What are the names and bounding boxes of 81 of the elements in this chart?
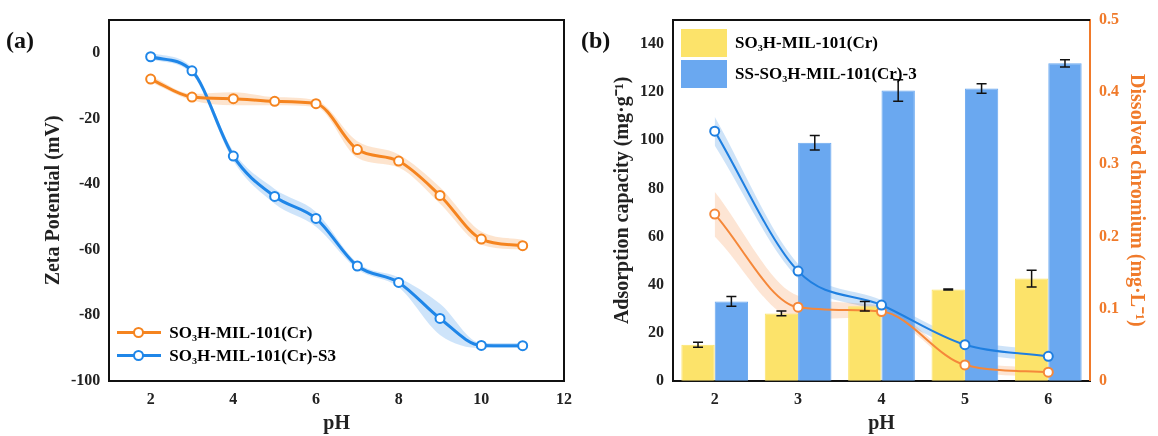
point — [1042, 366, 1054, 378]
point — [959, 339, 971, 351]
y-tick-label: -60 — [79, 239, 101, 257]
legend-label: SO₃H-MIL-101(Cr) — [169, 322, 313, 343]
x-tick-label: 3 — [794, 389, 803, 407]
x-tick-label: 2 — [146, 389, 155, 407]
bar — [1048, 63, 1082, 381]
x-tick-label: 2 — [710, 389, 719, 407]
bar — [798, 142, 832, 381]
bar — [881, 90, 915, 381]
point — [434, 312, 446, 324]
bar — [1014, 278, 1049, 381]
x-tick-label: 10 — [473, 389, 490, 407]
x-tick-label: 6 — [312, 389, 320, 407]
y-tick-label: 60 — [648, 226, 664, 244]
x-tick-label: 12 — [556, 389, 572, 407]
y-tick-label: -80 — [79, 305, 101, 323]
y2-tick-label: 0.3 — [1099, 154, 1119, 172]
y-tick-label: -40 — [79, 174, 101, 192]
x-tick-label: 4 — [877, 389, 886, 407]
point — [959, 359, 971, 371]
point — [393, 155, 405, 167]
x-axis-title: pH — [868, 411, 896, 435]
point — [227, 150, 239, 162]
y-tick-label: 100 — [640, 130, 664, 148]
point — [1042, 350, 1054, 362]
y-tick-label: 20 — [648, 322, 664, 340]
point — [709, 125, 721, 137]
bar — [964, 88, 999, 381]
bar — [931, 289, 965, 381]
point — [351, 260, 363, 272]
y2-tick-label: 0.1 — [1099, 298, 1119, 316]
y-axis-title: Zeta Potential (mV) — [41, 115, 65, 286]
x-tick-label: 5 — [960, 389, 969, 407]
y-tick-label: 0 — [92, 42, 101, 60]
x-axis-title: pH — [323, 411, 351, 435]
point — [434, 189, 446, 201]
y-tick-label: 80 — [648, 178, 664, 196]
y2-tick-label: 0 — [1099, 370, 1107, 388]
y2-axis-title: Dissolved chromium (mg·L⁻¹) — [1125, 74, 1149, 327]
x-tick-label: 8 — [394, 389, 403, 407]
text: (a) — [6, 27, 34, 54]
bar — [714, 301, 749, 381]
point — [145, 73, 157, 85]
text: (b) — [581, 27, 611, 54]
point — [145, 51, 157, 63]
point — [310, 98, 322, 110]
point — [269, 95, 281, 107]
x-tick-label: 6 — [1044, 389, 1053, 407]
point — [227, 93, 239, 105]
y-axis-title: Adsorption capacity (mg·g⁻¹) — [610, 76, 634, 325]
point — [475, 233, 487, 245]
legend-label: SO₃H-MIL-101(Cr) — [735, 33, 878, 53]
legend-label: SS-SO₃H-MIL-101(Cr)-3 — [735, 64, 917, 84]
point — [475, 339, 487, 351]
point — [393, 276, 405, 288]
legend-label: SO₃H-MIL-101(Cr)-S3 — [169, 345, 336, 366]
point — [876, 299, 887, 311]
x-tick-label: 4 — [229, 389, 238, 407]
y2-tick-label: 0.2 — [1099, 226, 1119, 244]
point — [351, 144, 363, 156]
point — [792, 301, 804, 313]
y2-tick-label: 0.4 — [1099, 82, 1119, 100]
y-tick-label: -20 — [79, 108, 101, 126]
point — [709, 208, 721, 220]
y-tick-label: -100 — [71, 370, 101, 388]
y-tick-label: 120 — [640, 82, 664, 100]
point — [517, 240, 529, 252]
point — [186, 91, 198, 103]
y2-tick-label: 0.5 — [1099, 10, 1119, 28]
point — [792, 265, 804, 277]
bar — [764, 313, 799, 381]
point — [269, 190, 281, 202]
y-tick-label: 0 — [656, 370, 664, 388]
point — [186, 65, 198, 77]
y-tick-label: 40 — [648, 274, 664, 292]
bar — [848, 306, 882, 381]
y-tick-label: 140 — [640, 34, 664, 52]
point — [517, 340, 529, 352]
bar — [681, 344, 715, 381]
point — [310, 212, 322, 224]
